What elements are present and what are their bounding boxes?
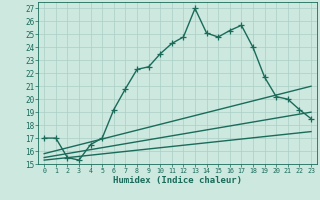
X-axis label: Humidex (Indice chaleur): Humidex (Indice chaleur) <box>113 176 242 185</box>
